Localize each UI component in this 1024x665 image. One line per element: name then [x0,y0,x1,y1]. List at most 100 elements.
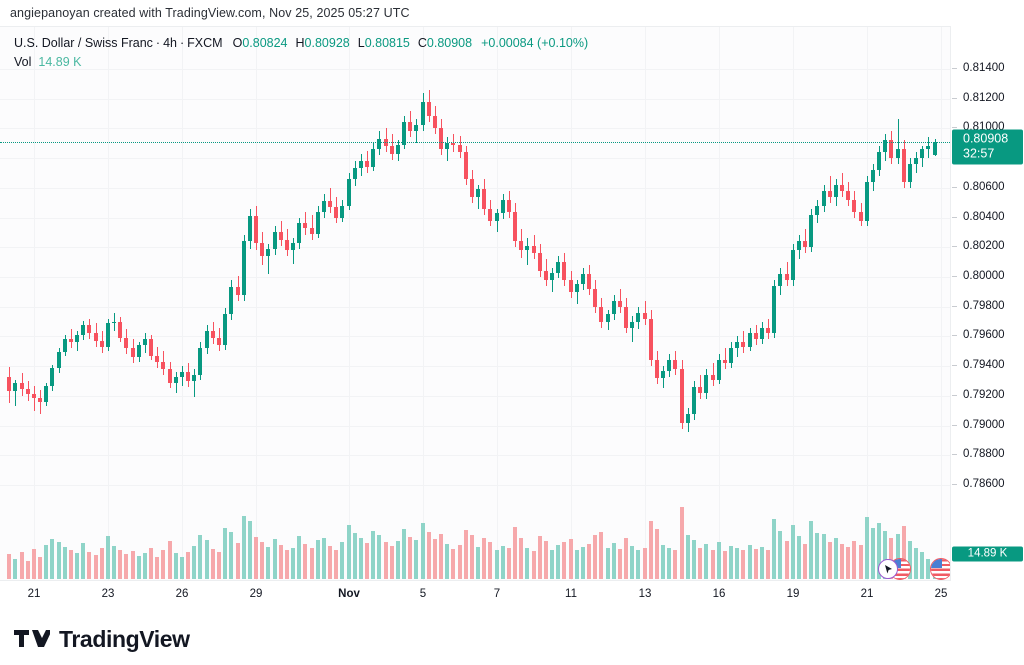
candle-body [273,232,277,249]
candle-body [822,190,826,206]
candle-body [840,184,844,191]
volume-bar [13,559,17,579]
volume-bar [488,541,492,579]
volume-bar [137,556,141,579]
price-tick-label: 0.78800 [963,448,1005,460]
time-axis-tick: 21 [860,588,874,600]
candle-body [340,205,344,218]
candle-body [766,327,770,334]
time-axis[interactable]: 21 23 26 29 Nov 5 7 11 13 16 19 21 25 [0,581,1024,613]
candle-body [285,239,289,251]
candle-body [38,398,42,402]
volume-bar [643,547,647,579]
price-axis[interactable]: 0.814000.812000.810000.808000.806000.804… [950,26,1024,581]
price-tick-label: 0.80400 [963,211,1005,223]
volume-bar [599,531,603,579]
candle-body [217,337,221,346]
candle-body [698,387,702,393]
candle-body [439,128,443,150]
time-axis-tick: 29 [249,588,263,600]
volume-bar [673,550,677,579]
volume-bar [840,543,844,579]
tick-dash [952,425,957,426]
chart-pane[interactable] [0,27,950,580]
volume-bar [741,550,745,579]
candle-body [871,169,875,182]
volume-bar [26,560,30,579]
candle-body [914,158,918,165]
tick-dash [952,98,957,99]
economic-event-flag-icon[interactable] [930,558,950,580]
candle-body [26,389,30,394]
candle-wick [312,214,313,240]
volume-bar [143,552,147,579]
candle-body [81,324,85,335]
volume-value-badge[interactable]: 14.89 K [952,546,1023,562]
time-axis-tick: 25 [934,588,948,600]
candle-body [513,211,517,242]
candle-wick [632,315,633,343]
volume-bar [822,533,826,579]
volume-bar [680,507,684,579]
candle-body [236,287,240,295]
candle-body [704,375,708,393]
candle-body [723,360,727,364]
candle-body [550,272,554,280]
candle-wick [268,244,269,275]
candle-wick [447,137,448,162]
grid-line-vertical [108,27,109,580]
volume-bar [896,533,900,579]
candle-body [359,161,363,169]
price-tick-label: 0.79800 [963,300,1005,312]
volume-bar [846,546,850,579]
volume-bar [748,544,752,579]
candle-body [785,274,789,280]
volume-bar [236,543,240,579]
volume-bar [562,542,566,579]
grid-line-vertical [182,27,183,580]
current-price-value: 0.80908 [963,131,1009,146]
volume-bar [198,534,202,579]
candle-body [852,199,856,212]
volume-series [0,27,950,580]
tradingview-logo[interactable]: TradingView [14,626,190,653]
price-axis-tick: 0.79400 [951,359,1024,371]
candle-body [661,370,665,379]
candle-body [772,285,776,334]
candle-body [692,387,696,414]
candle-body [353,168,357,179]
cursor-marker-icon[interactable] [878,559,898,579]
volume-bar [340,542,344,579]
volume-bar [686,534,690,579]
volume-bar [229,531,233,579]
candle-body [131,348,135,358]
grid-line-horizontal [0,426,950,427]
bar-countdown-timer: 32:57 [963,146,995,161]
candle-body [643,312,647,319]
grid-line-horizontal [0,485,950,486]
grid-line-horizontal [0,336,950,337]
grid-line-horizontal [0,158,950,159]
volume-bar [544,541,548,579]
tick-dash [952,276,957,277]
current-price-badge[interactable]: 0.80908 32:57 [952,129,1023,165]
candle-wick [330,187,331,214]
volume-bar [606,547,610,579]
tick-dash [952,127,957,128]
grid-line-horizontal [0,69,950,70]
candle-body [495,213,499,221]
candle-body [846,190,850,200]
volume-bar [859,544,863,579]
grid-line-vertical [941,27,942,580]
chart-frame[interactable]: U.S. Dollar / Swiss Franc · 4h · FXCM O0… [0,26,1024,581]
volume-bar [254,537,258,579]
candle-wick [478,184,479,209]
candle-wick [416,119,417,144]
candle-wick [743,330,744,353]
volume-bar [778,530,782,579]
candle-body [310,227,314,234]
candle-wick [293,238,294,264]
time-axis-tick: 16 [712,588,726,600]
candle-body [106,323,110,347]
candle-body [44,386,48,402]
